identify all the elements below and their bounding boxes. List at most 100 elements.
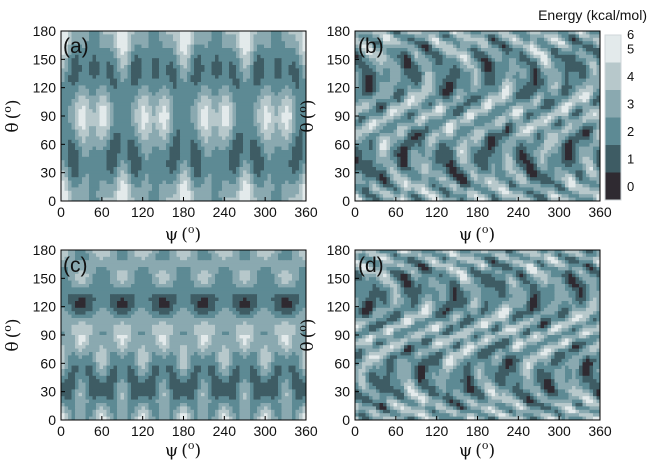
contour-cell	[502, 82, 506, 86]
contour-cell	[547, 51, 552, 56]
contour-cell	[82, 51, 86, 56]
contour-cell	[106, 105, 111, 110]
contour-cell	[253, 88, 258, 93]
contour-cell	[288, 136, 293, 141]
contour-cell	[180, 197, 184, 202]
contour-cell	[68, 58, 72, 62]
contour-cell	[117, 41, 121, 45]
contour-cell	[302, 85, 307, 90]
contour-cell	[229, 143, 233, 147]
contour-cell	[253, 143, 258, 147]
contour-cell	[180, 167, 184, 171]
contour-cell	[302, 99, 307, 103]
contour-cell	[229, 136, 233, 141]
contour-cell	[379, 65, 384, 69]
contour-cell	[183, 170, 188, 175]
contour-cell	[131, 82, 135, 86]
contour-cell	[89, 34, 93, 39]
contour-cell	[162, 184, 167, 188]
contour-cell	[442, 37, 447, 42]
contour-cell	[68, 146, 72, 151]
contour-cell	[236, 95, 240, 100]
contour-cell	[593, 82, 597, 86]
contour-cell	[589, 44, 594, 49]
contour-cell	[162, 102, 167, 107]
contour-cell	[89, 68, 93, 73]
contour-cell	[288, 71, 293, 76]
contour-cell	[551, 61, 555, 66]
contour-cell	[253, 48, 258, 52]
contour-cell	[271, 85, 275, 90]
contour-cell	[155, 82, 160, 86]
contour-cell	[197, 126, 202, 130]
contour-cell	[78, 99, 83, 103]
contour-cell	[117, 109, 121, 113]
contour-cell	[152, 82, 156, 86]
contour-cell	[75, 119, 79, 124]
contour-cell	[85, 133, 90, 137]
contour-cell	[572, 44, 576, 49]
contour-cell	[568, 71, 573, 76]
contour-cell	[239, 119, 244, 124]
contour-cell	[78, 71, 83, 76]
contour-cell	[208, 122, 212, 127]
contour-cell	[481, 54, 485, 59]
contour-cell	[222, 167, 226, 171]
contour-cell	[92, 65, 97, 69]
contour-cell	[302, 190, 307, 195]
contour-cell	[103, 122, 107, 127]
contour-cell	[239, 156, 244, 161]
contour-cell	[404, 31, 408, 35]
contour-cell	[173, 31, 177, 35]
contour-cell	[173, 190, 177, 195]
contour-cell	[484, 31, 489, 35]
contour-cell	[211, 129, 216, 134]
contour-cell	[554, 92, 559, 96]
contour-cell	[155, 190, 160, 195]
contour-cell	[71, 143, 76, 147]
contour-cell	[281, 126, 286, 130]
contour-cell	[278, 180, 282, 185]
contour-cell	[61, 156, 65, 161]
contour-cell	[288, 184, 293, 188]
contour-cell	[295, 88, 300, 93]
contour-cell	[288, 58, 293, 62]
contour-cell	[278, 153, 282, 158]
contour-cell	[257, 119, 261, 124]
contour-cell	[78, 58, 83, 62]
contour-cell	[92, 184, 97, 188]
contour-cell	[106, 187, 111, 192]
contour-cell	[544, 48, 548, 52]
contour-cell	[229, 34, 233, 39]
contour-cell	[127, 160, 132, 164]
contour-cell	[407, 51, 412, 56]
contour-cell	[547, 31, 552, 35]
contour-cell	[260, 54, 265, 59]
contour-cell	[61, 133, 65, 137]
contour-cell	[362, 88, 366, 93]
contour-cell	[470, 71, 475, 76]
contour-cell	[253, 119, 258, 124]
contour-cell	[173, 37, 177, 42]
contour-cell	[439, 48, 443, 52]
contour-cell	[232, 180, 237, 185]
contour-cell	[141, 190, 146, 195]
contour-cell	[75, 150, 79, 154]
contour-cell	[260, 48, 265, 52]
contour-cell	[162, 34, 167, 39]
contour-cell	[274, 180, 279, 185]
contour-cell	[274, 136, 279, 141]
contour-cell	[467, 88, 471, 93]
contour-cell	[124, 44, 128, 49]
contour-cell	[134, 112, 139, 117]
contour-cell	[253, 146, 258, 151]
contour-cell	[131, 116, 135, 120]
contour-cell	[103, 156, 107, 161]
contour-cell	[110, 194, 114, 198]
contour-cell	[288, 177, 293, 181]
contour-cell	[533, 99, 538, 103]
contour-cell	[113, 37, 118, 42]
contour-cell	[565, 34, 569, 39]
contour-cell	[246, 150, 251, 154]
contour-cell	[271, 71, 275, 76]
